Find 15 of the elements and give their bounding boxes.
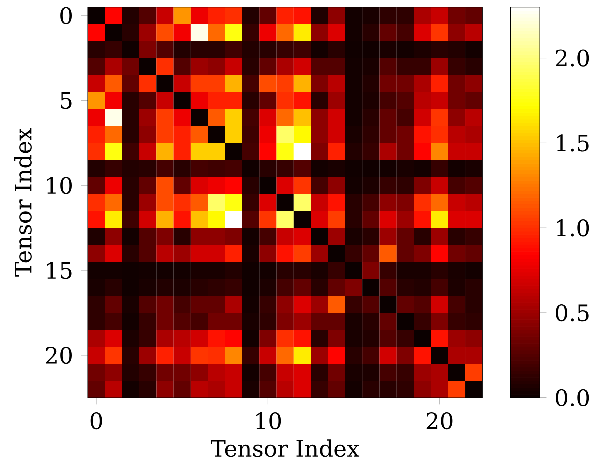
y-axis-title: Tensor Index <box>14 128 32 277</box>
color-bar-label: 2.0 <box>556 50 590 67</box>
y-tick-label: 15 <box>47 262 72 280</box>
y-tick-label: 20 <box>46 346 72 364</box>
y-tick-label: 5 <box>61 92 72 110</box>
color-bar-label: 0.5 <box>556 304 589 322</box>
x-tick-label: 10 <box>256 412 282 430</box>
x-tick-label: 20 <box>426 412 453 430</box>
y-tick-label: 0 <box>60 7 72 24</box>
color-bar-label: 0.0 <box>556 389 590 407</box>
x-axis-title: Tensor Index <box>211 440 360 458</box>
color-bar-label: 1.0 <box>557 220 590 237</box>
y-tick-label: 10 <box>47 177 72 194</box>
x-tick-label: 0 <box>90 412 102 430</box>
color-bar-label: 1.5 <box>557 134 589 152</box>
